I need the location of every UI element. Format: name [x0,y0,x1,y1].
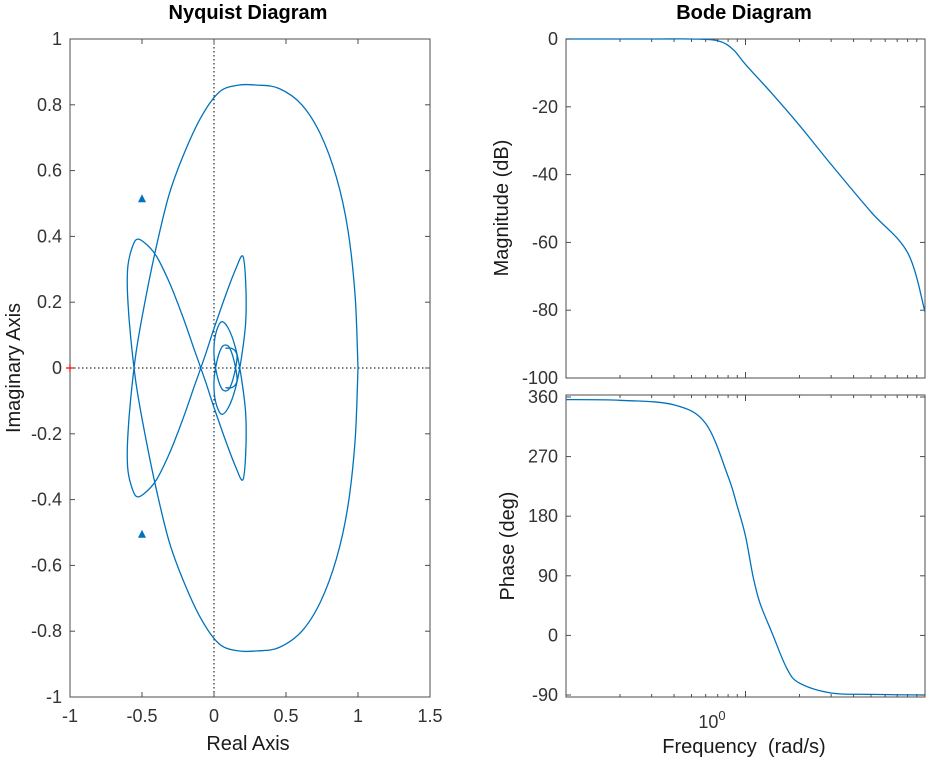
y-tick-label: -1 [46,687,62,707]
bode-x-axis-label: Frequency (rad/s) [662,736,825,758]
bode-magnitude-curve [565,38,926,313]
bode-phase-frame [565,394,926,698]
x-tick-label: 1 [353,706,363,726]
nyquist-curve [126,83,359,653]
y-tick-label: -0.8 [31,621,62,641]
y-tick-label: -60 [532,232,558,252]
bode-x-tick-base: 10 [698,712,718,732]
nyquist-y-axis-label: Imaginary Axis [3,303,25,433]
nyquist-title: Nyquist Diagram [169,2,328,24]
x-tick-label: 0.5 [273,706,298,726]
nyquist-direction-arrows [138,194,146,538]
y-tick-label: 0.8 [37,95,62,115]
y-tick-label: -90 [532,685,558,705]
y-tick-label: 0 [548,29,558,49]
y-tick-label: 90 [538,566,558,586]
y-tick-label: -20 [532,97,558,117]
x-tick-label: -1 [62,706,78,726]
direction-arrow [138,529,146,538]
y-tick-label: 1 [52,29,62,49]
y-tick-label: -100 [522,368,558,388]
bode-phase-y-label: Phase (deg) [497,492,519,601]
nyquist-x-ticks: -1 -0.5 0 0.5 1 1.5 [62,39,443,726]
bode-x-tick-exp: 0 [718,708,725,723]
y-tick-label: 0.2 [37,292,62,312]
y-tick-label: 0.4 [37,226,62,246]
y-tick-label: 180 [528,506,558,526]
bode-phase-curve [565,398,926,696]
nyquist-y-ticks: -1 -0.8 -0.6 -0.4 -0.2 0 0.2 0.4 0.6 0.8 1 [31,29,430,707]
nyquist-panel: -1 -0.5 0 0.5 1 1.5 -1 -0.8 -0.6 -0.4 -0.2 0 0.2 0.4… [3,2,443,755]
y-tick-label: -80 [532,300,558,320]
bode-x-tick-label: 100 [698,708,725,732]
y-tick-label: 360 [528,387,558,407]
bode-magnitude-frame [565,38,926,379]
x-tick-label: 0 [209,706,219,726]
y-tick-label: -0.6 [31,555,62,575]
bode-phase-y-ticks: 360 270 180 90 0 -90 [528,387,925,705]
x-tick-label: 1.5 [417,706,442,726]
bode-x-minor-ticks [619,39,918,697]
y-tick-label: 0.6 [37,161,62,181]
y-tick-label: -0.4 [31,490,62,510]
y-tick-label: -0.2 [31,424,62,444]
y-tick-label: 0 [52,358,62,378]
direction-arrow [138,194,146,203]
bode-panel: Bode Diagram 0 -20 -40 -60 -80 -100 360 270 180… [491,2,926,758]
bode-title: Bode Diagram [676,2,812,24]
y-tick-label: 0 [548,625,558,645]
y-tick-label: 270 [528,447,558,467]
bode-magnitude-y-ticks: 0 -20 -40 -60 -80 -100 [522,29,925,388]
bode-magnitude-y-label: Magnitude (dB) [491,140,513,277]
y-tick-label: -40 [532,165,558,185]
x-tick-label: -0.5 [126,706,157,726]
nyquist-x-axis-label: Real Axis [206,733,289,755]
